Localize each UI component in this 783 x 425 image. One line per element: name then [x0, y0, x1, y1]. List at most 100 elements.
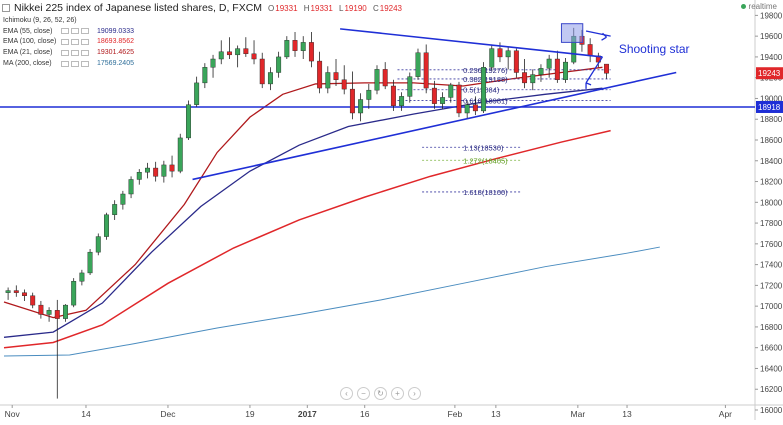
legend-row-ema55[interactable]: EMA (55, close) 19099.0333 [3, 26, 134, 37]
candle-body [423, 52, 429, 89]
candle-body [481, 67, 487, 112]
ohlc-open: 19331 [275, 3, 298, 13]
candle-body [497, 48, 503, 58]
candle-body [341, 79, 347, 90]
visibility-toggle-icon[interactable] [61, 28, 69, 35]
title-row: Nikkei 225 index of Japanese listed shar… [2, 1, 406, 15]
close-icon[interactable] [81, 49, 89, 56]
legend-row-ema21[interactable]: EMA (21, close) 19301.4625 [3, 47, 134, 58]
symbol-settings-icon[interactable] [2, 4, 10, 12]
zoom-in-button[interactable]: + [391, 387, 404, 400]
candle-body [185, 104, 191, 139]
candle-body [448, 84, 454, 98]
legend-value: 19301.4625 [97, 49, 134, 57]
candle-body [554, 58, 560, 80]
candle-body [161, 164, 167, 177]
visibility-toggle-icon[interactable] [61, 49, 69, 56]
candle-body [358, 99, 364, 114]
candle-body [226, 51, 232, 56]
candle-body [333, 72, 339, 80]
y-tick-label: 16000 [760, 406, 783, 415]
legend-row-ma200[interactable]: MA (200, close) 17569.2405 [3, 58, 134, 69]
y-tick-label: 17600 [760, 240, 783, 249]
candle-body [489, 48, 495, 68]
candle-body [390, 85, 396, 106]
support-price-label: 18918 [758, 103, 781, 112]
realtime-dot-icon [740, 4, 746, 9]
visibility-toggle-icon[interactable] [61, 38, 69, 45]
candle-body [604, 63, 609, 74]
candle-body [46, 310, 52, 315]
legend-value: 17569.2405 [97, 60, 134, 68]
candle-body [292, 40, 298, 51]
y-tick-label: 18800 [760, 115, 783, 124]
legend-name: EMA (100, close) [3, 38, 57, 46]
realtime-indicator: realtime [740, 2, 777, 11]
candle-body [325, 72, 331, 89]
ohlc-close-label: C [372, 3, 379, 13]
ohlc-low-label: L [339, 3, 344, 13]
trend-line [192, 71, 677, 181]
candle-body [399, 96, 405, 106]
candle-body [177, 137, 183, 172]
settings-icon[interactable] [71, 49, 79, 56]
candle-body [22, 292, 27, 296]
scroll-right-button[interactable]: › [408, 387, 421, 400]
candle-body [202, 67, 208, 84]
candle-body [104, 214, 109, 237]
candle-body [38, 304, 44, 315]
legend-row-ema100[interactable]: EMA (100, close) 18693.8562 [3, 37, 134, 48]
annotation-arrow [585, 56, 603, 84]
settings-icon[interactable] [71, 60, 79, 67]
annotation-arrowhead [585, 82, 592, 89]
legend-name: Ichimoku (9, 26, 52, 26) [3, 16, 77, 24]
ema100-line [3, 129, 611, 349]
y-tick-label: 16400 [760, 364, 783, 373]
y-tick-label: 19000 [760, 94, 783, 103]
y-tick-label: 17000 [760, 302, 783, 311]
y-tick-label: 16800 [760, 323, 783, 332]
ohlc-values: O19331 H19331 L19190 C19243 [268, 4, 406, 13]
candle-body [71, 281, 77, 306]
candle-body [546, 58, 552, 69]
zoom-out-button[interactable]: − [357, 387, 370, 400]
settings-icon[interactable] [71, 28, 79, 35]
candle-body [456, 84, 462, 114]
realtime-label: realtime [748, 2, 777, 11]
scroll-left-button[interactable]: ‹ [340, 387, 353, 400]
settings-icon[interactable] [71, 38, 79, 45]
x-tick-label: Mar [571, 409, 586, 419]
y-tick-label: 17400 [760, 261, 783, 270]
ohlc-open-label: O [268, 3, 275, 13]
legend-name: MA (200, close) [3, 60, 52, 68]
legend-name: EMA (55, close) [3, 27, 53, 35]
close-icon[interactable] [81, 28, 89, 35]
y-tick-label: 18000 [760, 198, 783, 207]
candle-body [112, 204, 118, 215]
candle-body [194, 82, 200, 105]
legend-row-ichimoku[interactable]: Ichimoku (9, 26, 52, 26) [3, 15, 134, 26]
x-tick-label: 16 [360, 409, 370, 419]
candle-body [145, 167, 150, 173]
candle-body [267, 72, 273, 85]
candle-body [505, 50, 511, 58]
candle-body [530, 74, 536, 84]
annotation-arrowhead [601, 32, 607, 41]
close-icon[interactable] [81, 60, 89, 67]
close-icon[interactable] [81, 38, 89, 45]
candle-body [153, 167, 159, 177]
visibility-toggle-icon[interactable] [61, 60, 69, 67]
ohlc-close: 19243 [379, 3, 402, 13]
ma200-line [3, 246, 660, 357]
last-price-label: 19243 [758, 69, 781, 78]
shooting-star-highlight [560, 23, 584, 43]
chart-title: Nikkei 225 index of Japanese listed shar… [14, 2, 263, 14]
candle-body [251, 53, 257, 60]
candle-body [522, 72, 528, 84]
fib-level-label: 1.13(18530) [463, 143, 504, 152]
candle-body [120, 193, 126, 205]
candle-body [374, 69, 380, 91]
reset-chart-button[interactable]: ↻ [374, 387, 387, 400]
candle-body [218, 51, 224, 60]
